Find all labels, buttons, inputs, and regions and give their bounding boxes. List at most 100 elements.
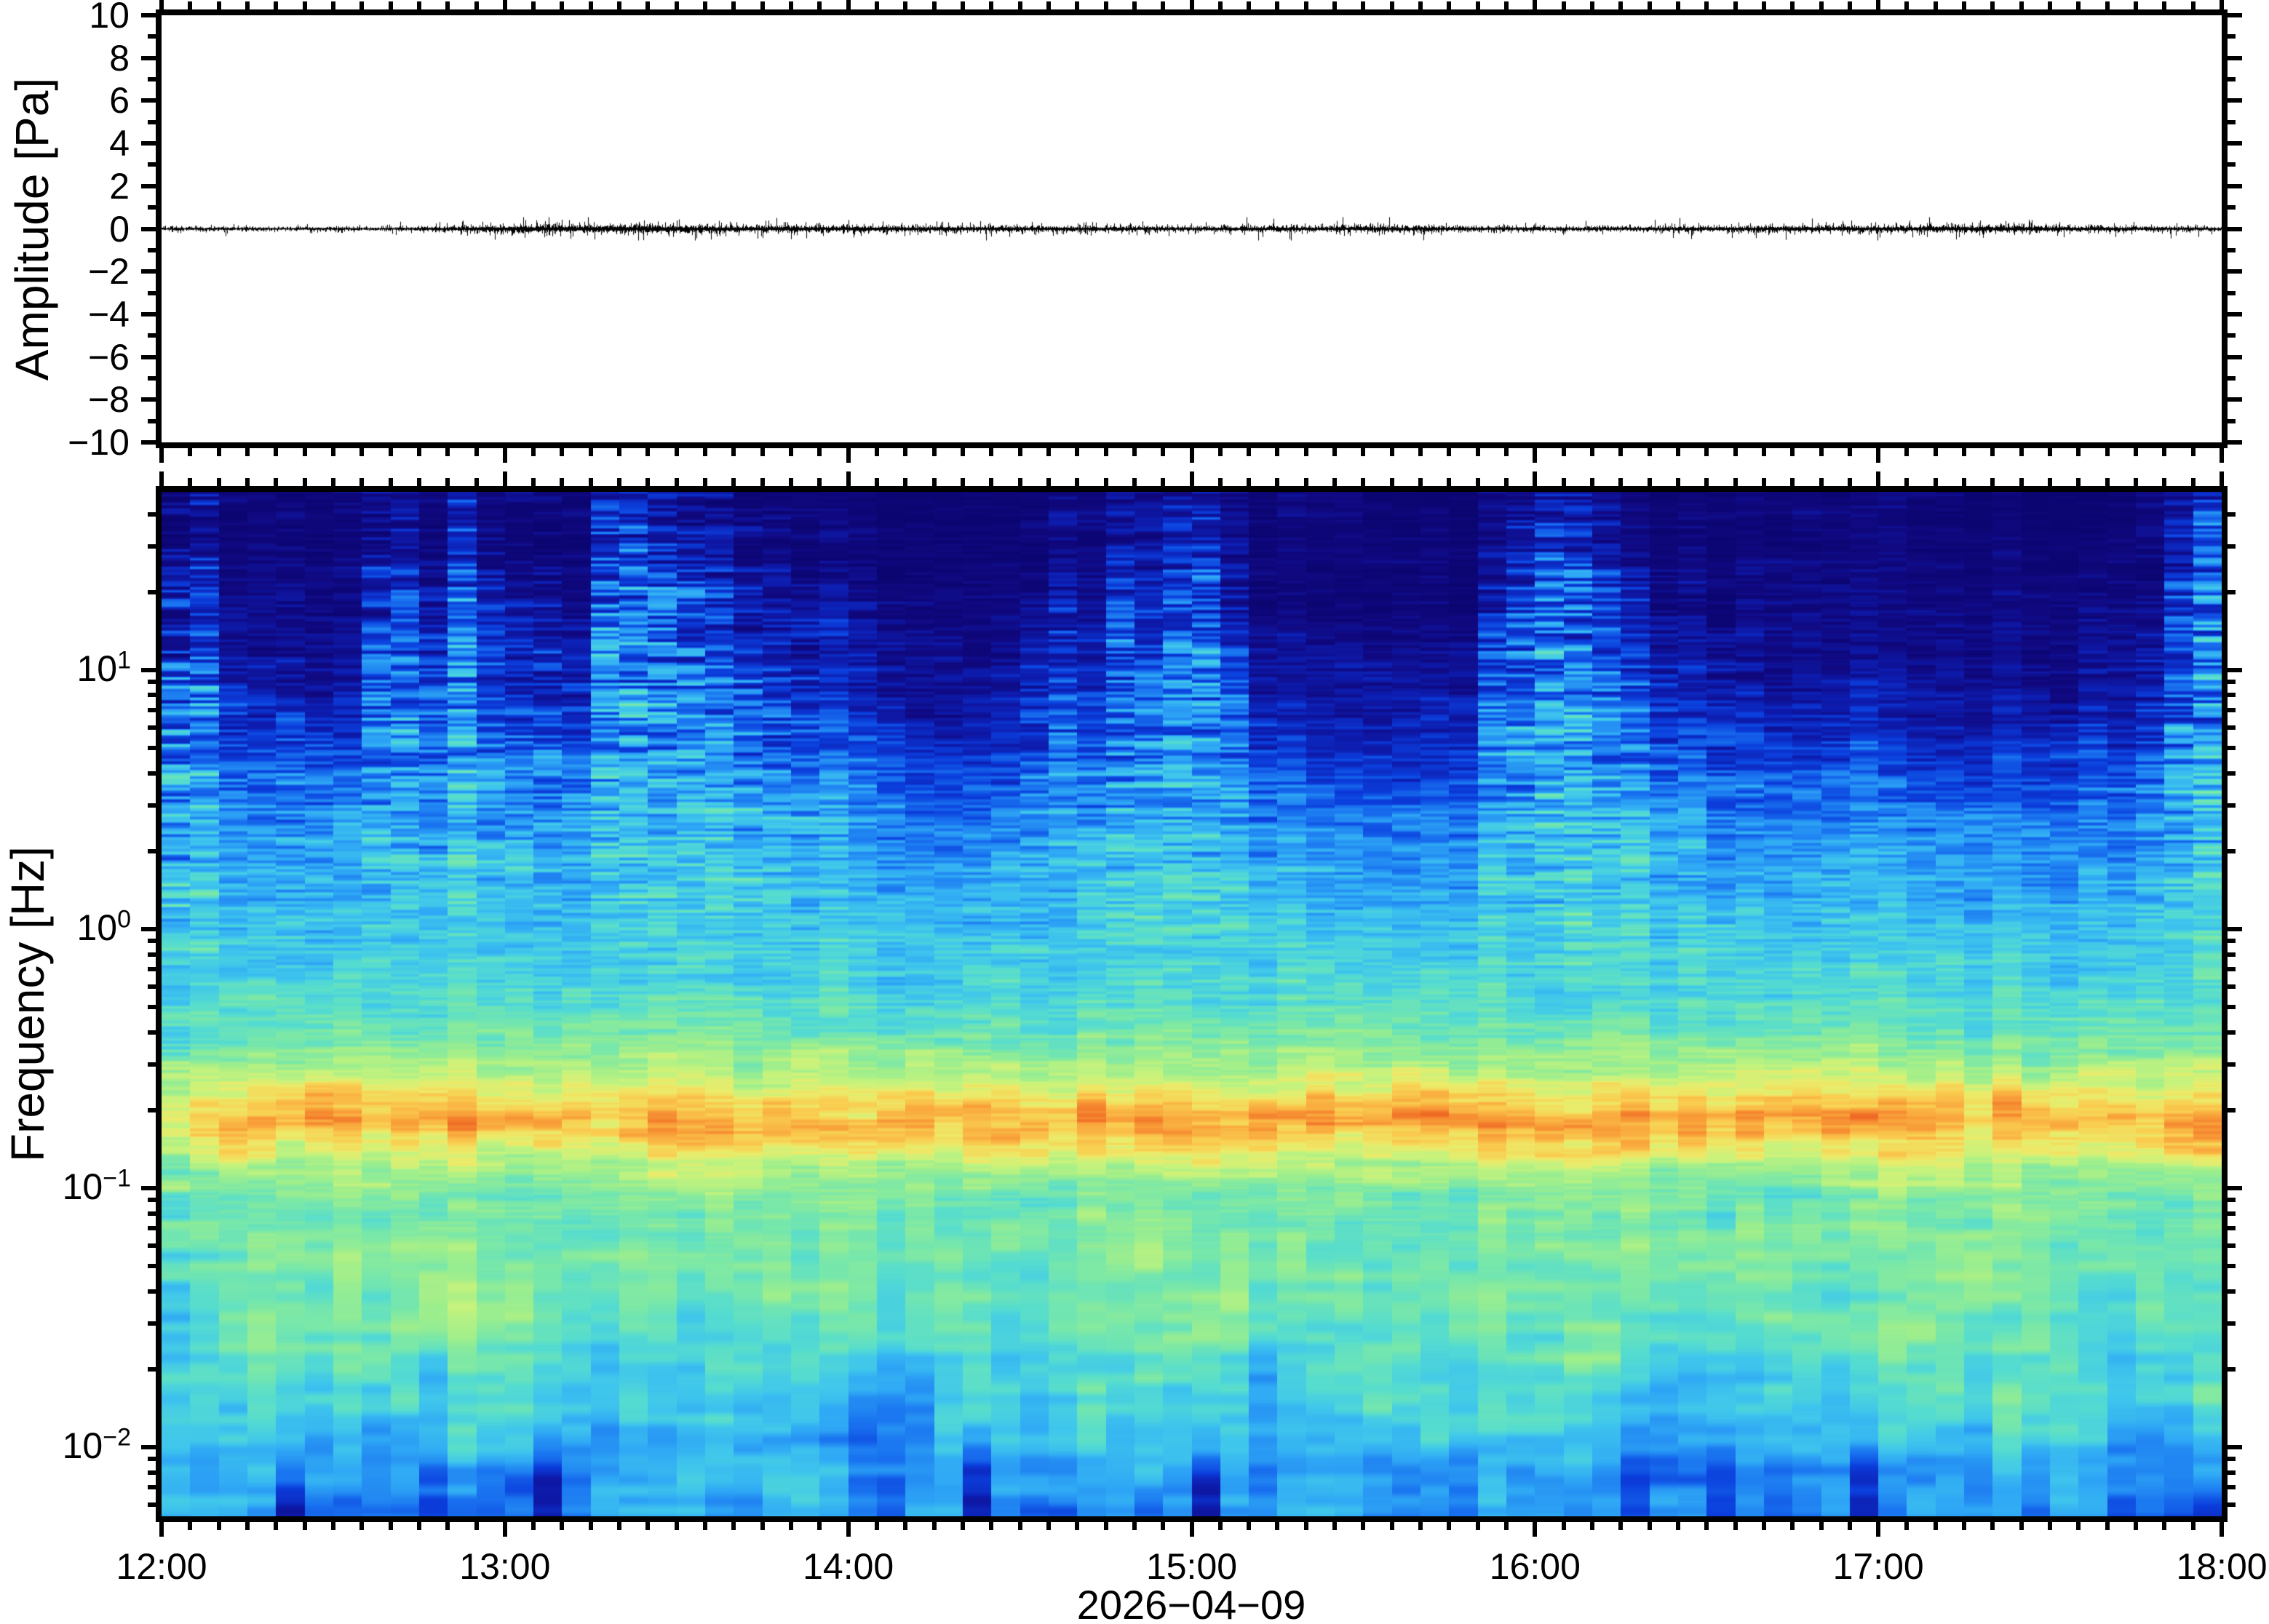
minor-tick [2228,77,2236,82]
minor-tick [445,448,450,456]
minor-tick [2228,1030,2236,1035]
minor-tick [1103,1522,1108,1530]
minor-tick [1332,1522,1338,1530]
minor-tick [1389,448,1394,456]
minor-tick [148,708,156,713]
minor-tick [1790,1522,1795,1530]
major-tick [2228,1445,2242,1449]
minor-tick [1247,478,1252,486]
minor-tick [2076,478,2081,486]
minor-tick [560,1522,565,1530]
minor-tick [588,478,593,486]
major-tick [1189,448,1194,463]
major-tick [1189,471,1194,486]
minor-tick [148,1198,156,1203]
minor-tick [731,1,736,9]
minor-tick [1247,1522,1252,1530]
minor-tick [2228,544,2236,549]
minor-tick [2019,1,2024,9]
minor-tick [1447,478,1452,486]
minor-tick [274,1522,279,1530]
major-tick [1876,1522,1881,1537]
minor-tick [617,1,622,9]
amplitude-tick-label: −4 [87,293,130,335]
major-tick [2228,226,2242,231]
time-tick-label: 16:00 [1489,1546,1581,1587]
minor-tick [216,1522,221,1530]
minor-tick [148,512,156,517]
minor-tick [1132,448,1137,456]
minor-tick [302,1,307,9]
minor-tick [148,1005,156,1010]
minor-tick [2228,1226,2236,1231]
minor-tick [760,448,765,456]
minor-tick [1704,478,1709,486]
minor-tick [359,478,365,486]
minor-tick [1103,448,1108,456]
minor-tick [2228,939,2236,944]
minor-tick [1589,448,1594,456]
frequency-tick-label: 10−1 [62,1164,131,1207]
minor-tick [931,478,937,486]
minor-tick [148,1366,156,1372]
minor-tick [1647,1,1652,9]
minor-tick [1217,478,1223,486]
minor-tick [2134,478,2139,486]
minor-tick [1761,448,1766,456]
minor-tick [2228,1211,2236,1216]
amplitude-tick-label: 10 [89,0,130,36]
minor-tick [674,1,679,9]
minor-tick [1303,1,1308,9]
minor-tick [1303,448,1308,456]
minor-tick [416,448,421,456]
waveform-panel-frame [156,9,2228,448]
minor-tick [531,1522,536,1530]
minor-tick [645,1522,651,1530]
minor-tick [960,478,965,486]
minor-tick [2162,448,2167,456]
minor-tick [1389,1,1394,9]
minor-tick [1990,1,1995,9]
minor-tick [148,290,156,295]
date-label: 2026−04−09 [1076,1582,1306,1624]
minor-tick [1733,448,1738,456]
minor-tick [560,448,565,456]
major-tick [502,0,507,9]
minor-tick [903,478,908,486]
minor-tick [188,478,193,486]
minor-tick [148,1062,156,1067]
major-tick [141,226,156,231]
minor-tick [1132,1,1137,9]
minor-tick [617,448,622,456]
minor-tick [1418,448,1423,456]
minor-tick [2228,1485,2236,1490]
minor-tick [2228,205,2236,210]
minor-tick [1990,1522,1995,1530]
minor-tick [1475,478,1480,486]
minor-tick [274,448,279,456]
minor-tick [989,1522,994,1530]
spectrogram-image [162,492,2222,1516]
minor-tick [1075,1522,1080,1530]
major-tick [141,440,156,445]
minor-tick [2076,1,2081,9]
minor-tick [2228,1198,2236,1203]
minor-tick [148,1107,156,1112]
minor-tick [148,119,156,124]
minor-tick [789,1,794,9]
minor-tick [645,448,651,456]
minor-tick [1504,1522,1509,1530]
minor-tick [2134,448,2139,456]
minor-tick [1418,1522,1423,1530]
minor-tick [302,448,307,456]
minor-tick [245,1522,250,1530]
minor-tick [1904,478,1910,486]
minor-tick [2228,771,2236,776]
major-tick [2228,354,2242,359]
major-tick [2220,471,2224,486]
minor-tick [388,1,393,9]
minor-tick [2228,1107,2236,1112]
minor-tick [1361,478,1366,486]
minor-tick [2019,448,2024,456]
time-tick-label: 12:00 [116,1546,207,1587]
